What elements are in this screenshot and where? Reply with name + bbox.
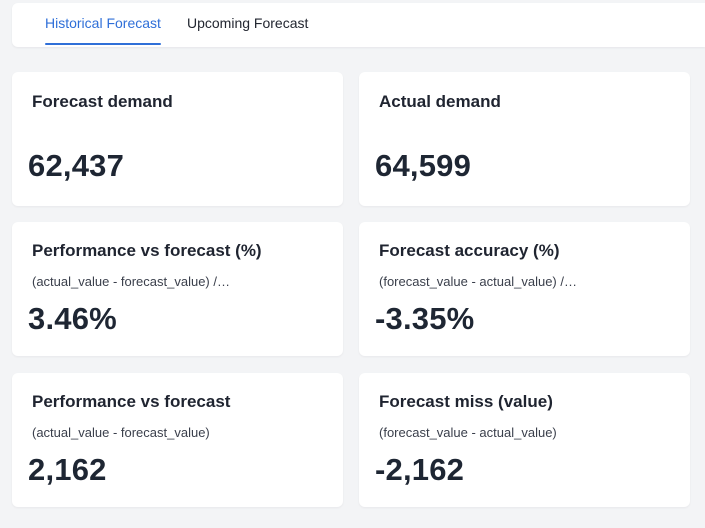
card-title: Performance vs forecast [32,392,231,411]
tab-bar: Historical Forecast Upcoming Forecast [12,3,705,47]
card-value: 64,599 [375,148,472,183]
card-title: Forecast accuracy (%) [379,241,560,260]
forecast-accuracy-pct-card: Forecast accuracy (%) (forecast_value - … [359,222,690,356]
performance-vs-forecast-card: Performance vs forecast (actual_value - … [12,373,343,507]
card-formula: (forecast_value - actual_value) /… [379,274,577,289]
card-title: Forecast miss (value) [379,392,553,411]
forecast-demand-card: Forecast demand 62,437 [12,72,343,206]
tab-historical-forecast[interactable]: Historical Forecast [45,3,161,47]
card-formula: (actual_value - forecast_value) [32,425,210,440]
card-value: 2,162 [28,452,107,487]
card-title: Performance vs forecast (%) [32,241,262,260]
card-value: -3.35% [375,301,475,336]
forecast-miss-value-card: Forecast miss (value) (forecast_value - … [359,373,690,507]
tab-upcoming-forecast[interactable]: Upcoming Forecast [187,15,309,31]
card-formula: (actual_value - forecast_value) /… [32,274,230,289]
card-value: 62,437 [28,148,125,183]
card-formula: (forecast_value - actual_value) [379,425,557,440]
card-title: Forecast demand [32,92,173,111]
performance-vs-forecast-pct-card: Performance vs forecast (%) (actual_valu… [12,222,343,356]
card-value: 3.46% [28,301,117,336]
card-value: -2,162 [375,452,465,487]
card-title: Actual demand [379,92,501,111]
actual-demand-card: Actual demand 64,599 [359,72,690,206]
